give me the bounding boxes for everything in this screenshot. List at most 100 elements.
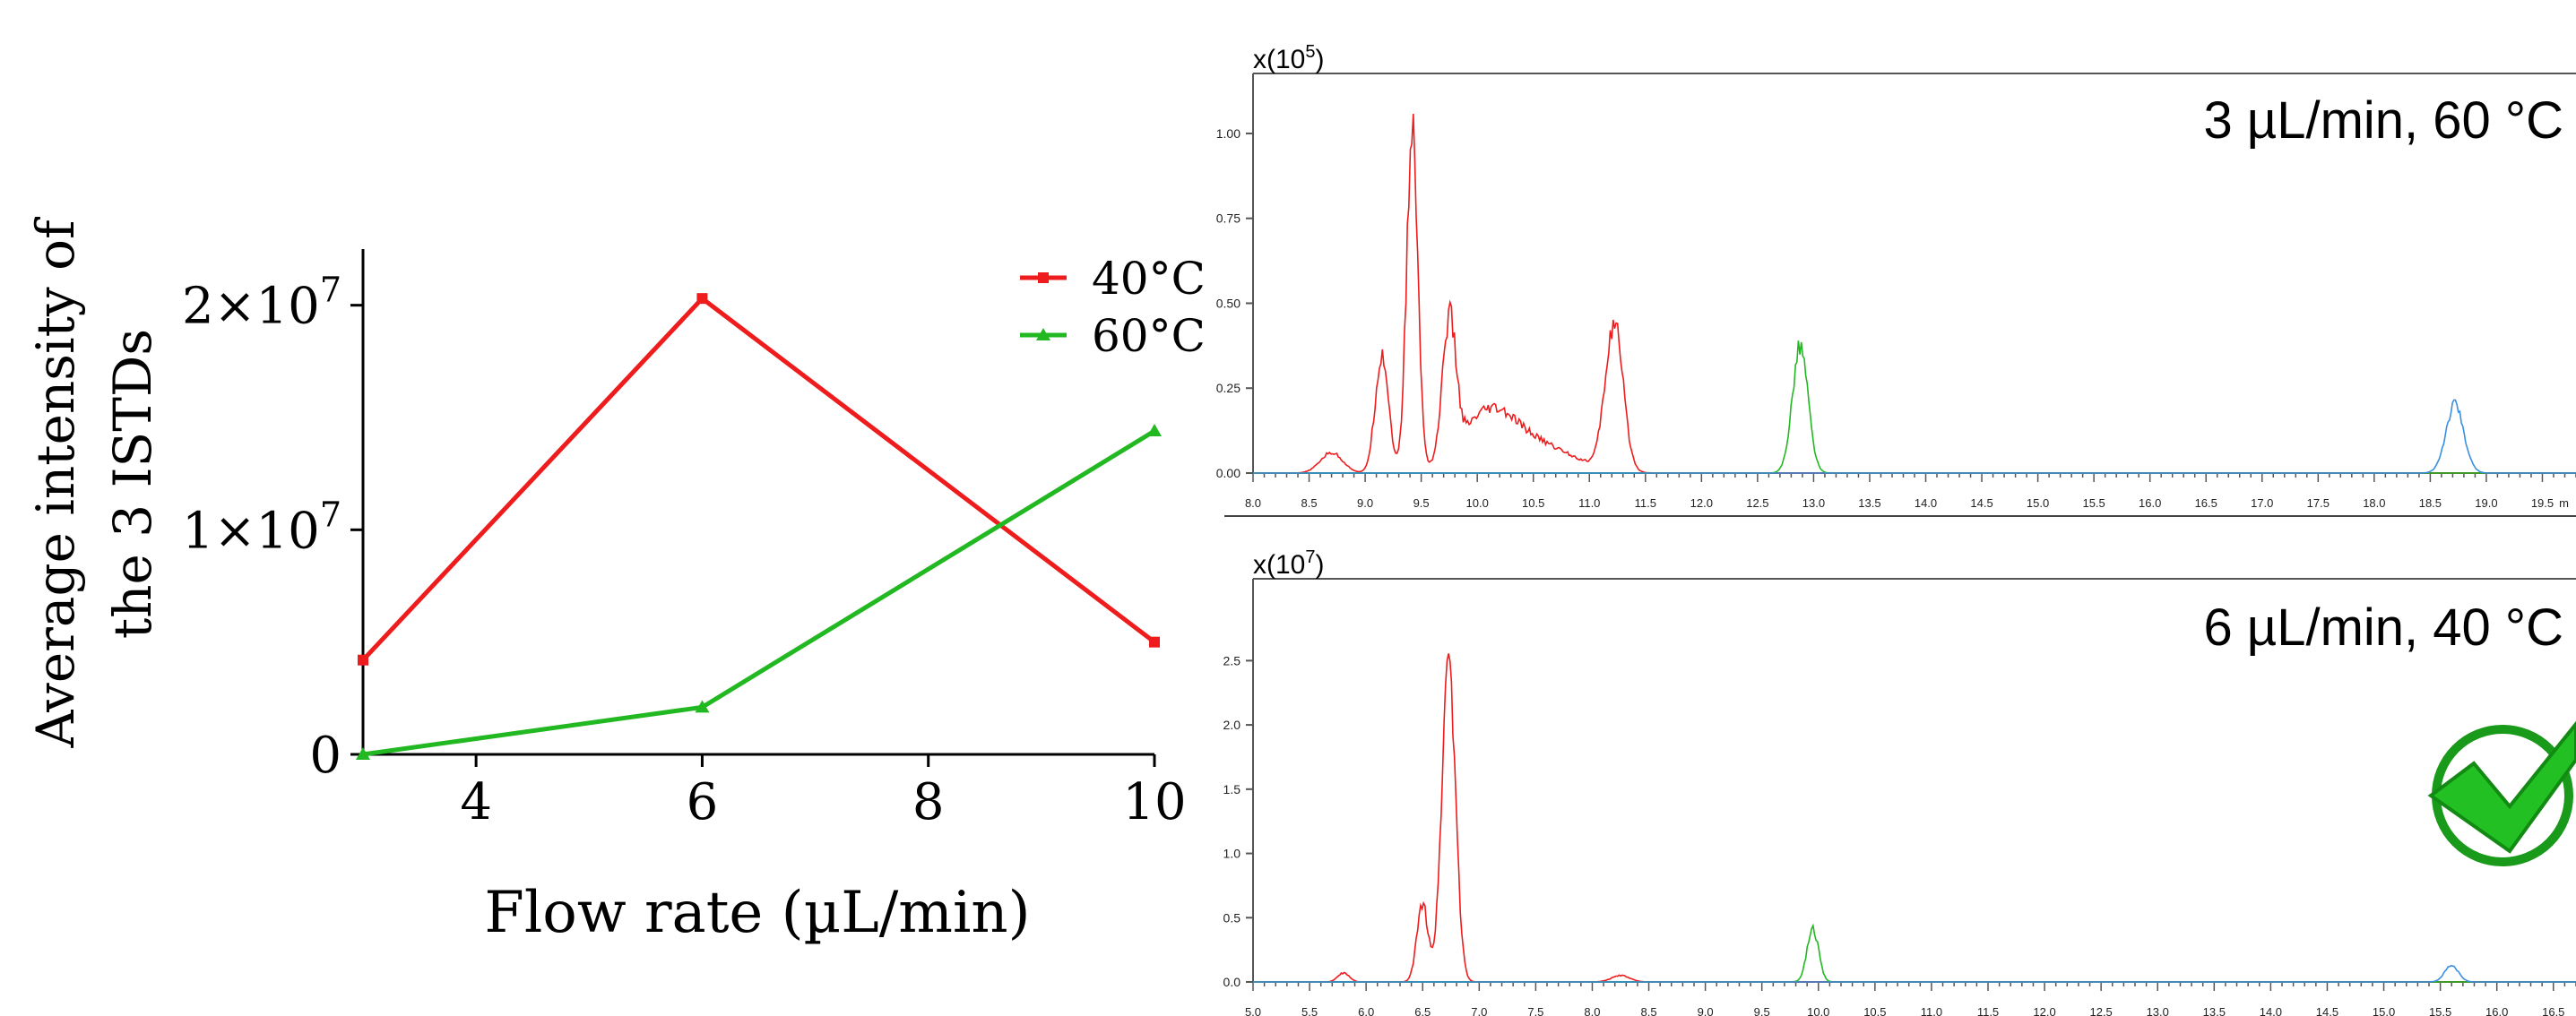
x-tick-label: 18.5 bbox=[2419, 496, 2442, 510]
x-tick-label: 16.5 bbox=[2542, 1005, 2564, 1016]
legend-swatch-marker bbox=[1036, 328, 1050, 340]
y-tick-label: 0 bbox=[309, 727, 341, 785]
x-tick-label: 7.0 bbox=[1471, 1005, 1487, 1016]
x-tick-label: 10.5 bbox=[1522, 496, 1544, 510]
y-tick-label: 1.00 bbox=[1216, 126, 1240, 141]
x-tick-label: 8.0 bbox=[1245, 496, 1261, 510]
tick-group: 0.0 0.5 1.0 1.5 2.0 2.5 5.0 5.5 6.0 6.5 7.0 7.5 8.0 8… bbox=[1223, 653, 2576, 1016]
x-tick-label: 19.0 bbox=[2475, 496, 2497, 510]
x-tick-label: 15.0 bbox=[2373, 1005, 2395, 1016]
x-tick-label: 18.0 bbox=[2363, 496, 2385, 510]
chromatogram-trace-0 bbox=[1253, 653, 2576, 983]
x-tick-label: 5.0 bbox=[1245, 1005, 1261, 1016]
x-tick-label: 17.5 bbox=[2307, 496, 2330, 510]
chromatogram-trace-2 bbox=[1253, 965, 2576, 983]
chromatogram-trace-1 bbox=[1253, 923, 2576, 983]
legend-swatch-marker bbox=[1038, 272, 1049, 283]
x-tick-label: 8.5 bbox=[1640, 1005, 1656, 1016]
x-tick-label: 11.0 bbox=[1921, 1005, 1942, 1016]
x-tick-label: 12.5 bbox=[2089, 1005, 2112, 1016]
y-tick-label: 2.5 bbox=[1223, 653, 1241, 667]
x-tick-label: 12.5 bbox=[1746, 496, 1768, 510]
x-tick-label: 9.0 bbox=[1698, 1005, 1714, 1016]
series-group bbox=[356, 293, 1162, 760]
bottom-chromatogram: x(107) 6 µL/min, 40 °C 0.0 0.5 1.0 1.5 2.0 2.… bbox=[1223, 547, 2576, 1016]
y-axis-label-line2: the 3 ISTDs bbox=[102, 329, 163, 639]
x-tick-label: 13.0 bbox=[2147, 1005, 2169, 1016]
data-point-marker bbox=[358, 654, 368, 666]
x-tick-label: 8 bbox=[912, 773, 945, 831]
x-tick-label: 8.0 bbox=[1584, 1005, 1600, 1016]
x-tick-label: 6.5 bbox=[1414, 1005, 1431, 1016]
chromatogram-trace-2 bbox=[1253, 399, 2576, 474]
condition-label: 6 µL/min, 40 °C bbox=[2203, 598, 2563, 657]
x-tick-label: 13.0 bbox=[1802, 496, 1825, 510]
y-tick-label: 0.00 bbox=[1216, 466, 1240, 480]
green-check-circle-icon bbox=[2427, 720, 2576, 866]
y-ticks: 0 1×107 2×107 bbox=[182, 271, 363, 785]
x-tick-label: 8.5 bbox=[1301, 496, 1318, 510]
intensity-scale-label: x(107) bbox=[1253, 547, 1324, 580]
x-tick-label: 15.5 bbox=[2082, 496, 2105, 510]
series-line-1 bbox=[362, 428, 1156, 757]
x-tick-label: 17.0 bbox=[2251, 496, 2273, 510]
x-unit-label: m bbox=[2559, 496, 2569, 510]
traces bbox=[1253, 113, 2576, 474]
data-point-marker bbox=[356, 747, 370, 760]
x-tick-label: 13.5 bbox=[1858, 496, 1880, 510]
x-tick-label: 15.5 bbox=[2429, 1005, 2451, 1016]
legend-label: 60°C bbox=[1092, 310, 1206, 362]
data-point-marker bbox=[1147, 424, 1162, 437]
x-tick-label: 10 bbox=[1122, 773, 1186, 831]
x-tick-label: 14.5 bbox=[1970, 496, 1993, 510]
x-ticks: 4 6 8 10 bbox=[460, 754, 1187, 831]
x-tick-label: 14.5 bbox=[2316, 1005, 2338, 1016]
x-tick-label: 11.0 bbox=[1578, 496, 1600, 510]
x-tick-label: 9.5 bbox=[1754, 1005, 1770, 1016]
y-tick-label: 1×107 bbox=[182, 495, 341, 560]
x-tick-label: 10.5 bbox=[1863, 1005, 1886, 1016]
chromatogram-trace-1 bbox=[1253, 340, 2576, 474]
x-tick-label: 9.5 bbox=[1413, 496, 1430, 510]
chromatogram-trace-0 bbox=[1253, 113, 2576, 474]
line-chart: Average intensity of the 3 ISTDs Flow ra… bbox=[25, 217, 1206, 946]
y-tick-label: 2.0 bbox=[1223, 718, 1241, 732]
legend-label: 40°C bbox=[1092, 253, 1206, 305]
y-tick-label: 0.25 bbox=[1216, 381, 1240, 395]
data-point-marker bbox=[695, 700, 710, 713]
x-tick-label: 4 bbox=[460, 773, 492, 831]
data-point-marker bbox=[1149, 636, 1160, 648]
y-tick-label: 0.5 bbox=[1223, 910, 1241, 925]
x-tick-label: 9.0 bbox=[1357, 496, 1373, 510]
y-tick-label: 1.5 bbox=[1223, 782, 1241, 796]
x-tick-label: 10.0 bbox=[1807, 1005, 1829, 1016]
data-point-marker bbox=[696, 293, 708, 305]
y-tick-label: 0.0 bbox=[1223, 975, 1241, 989]
x-tick-label: 19.5 bbox=[2531, 496, 2554, 510]
y-tick-label: 1.0 bbox=[1223, 847, 1241, 861]
x-tick-label: 6.0 bbox=[1358, 1005, 1374, 1016]
x-tick-label: 16.0 bbox=[2139, 496, 2161, 510]
y-tick-label: 0.50 bbox=[1216, 296, 1240, 310]
x-tick-label: 16.5 bbox=[2195, 496, 2217, 510]
x-tick-label: 15.0 bbox=[2027, 496, 2049, 510]
x-tick-label: 5.5 bbox=[1301, 1005, 1318, 1016]
x-tick-label: 10.0 bbox=[1466, 496, 1489, 510]
y-tick-label: 2×107 bbox=[182, 271, 341, 336]
top-chromatogram: x(105) 3 µL/min, 60 °C 0.00 0.25 0.50 0.75 1… bbox=[1216, 42, 2576, 517]
y-axis-label-line1: Average intensity of bbox=[25, 217, 86, 748]
y-tick-label: 0.75 bbox=[1216, 211, 1240, 226]
x-tick-label: 14.0 bbox=[2260, 1005, 2282, 1016]
x-tick-label: 7.5 bbox=[1527, 1005, 1543, 1016]
intensity-scale-label: x(105) bbox=[1253, 42, 1324, 74]
x-tick-label: 12.0 bbox=[2033, 1005, 2055, 1016]
x-tick-label: 14.0 bbox=[1915, 496, 1937, 510]
x-tick-label: 11.5 bbox=[1977, 1005, 1999, 1016]
tick-group: 0.00 0.25 0.50 0.75 1.00 8.0 8.5 9.0 9.5 10.0 10.5… bbox=[1216, 126, 2576, 510]
legend: 40°C60°C bbox=[1020, 253, 1206, 362]
x-tick-label: 13.5 bbox=[2203, 1005, 2226, 1016]
x-tick-label: 16.0 bbox=[2485, 1005, 2508, 1016]
condition-label: 3 µL/min, 60 °C bbox=[2203, 91, 2563, 150]
traces bbox=[1253, 653, 2576, 983]
